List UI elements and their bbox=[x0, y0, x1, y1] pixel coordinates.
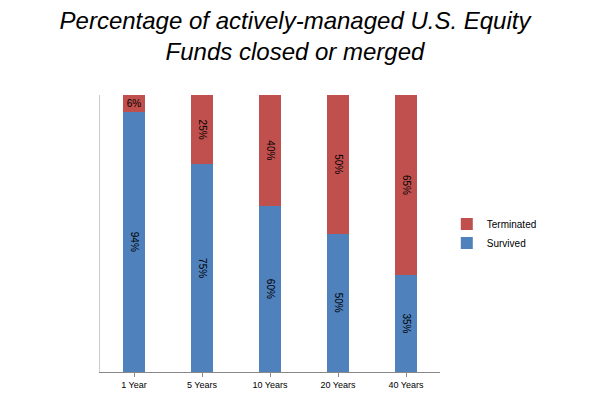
svg-text:6%: 6% bbox=[127, 98, 142, 109]
svg-text:50%: 50% bbox=[333, 293, 344, 313]
svg-text:40 Years: 40 Years bbox=[388, 380, 424, 390]
svg-text:50%: 50% bbox=[333, 154, 344, 174]
svg-text:35%: 35% bbox=[401, 313, 412, 333]
svg-text:75%: 75% bbox=[197, 258, 208, 278]
svg-text:94%: 94% bbox=[129, 232, 140, 252]
svg-text:20 Years: 20 Years bbox=[320, 380, 356, 390]
svg-text:25%: 25% bbox=[197, 120, 208, 140]
svg-text:5 Years: 5 Years bbox=[187, 380, 218, 390]
svg-text:65%: 65% bbox=[401, 175, 412, 195]
svg-text:10 Years: 10 Years bbox=[252, 380, 288, 390]
svg-text:Percentage of actively-managed: Percentage of actively-managed U.S. Equi… bbox=[60, 7, 533, 65]
svg-text:Terminated: Terminated bbox=[487, 219, 536, 230]
svg-text:40%: 40% bbox=[265, 140, 276, 160]
svg-text:1 Year: 1 Year bbox=[121, 380, 147, 390]
svg-text:Survived: Survived bbox=[487, 238, 526, 249]
svg-text:60%: 60% bbox=[265, 279, 276, 299]
